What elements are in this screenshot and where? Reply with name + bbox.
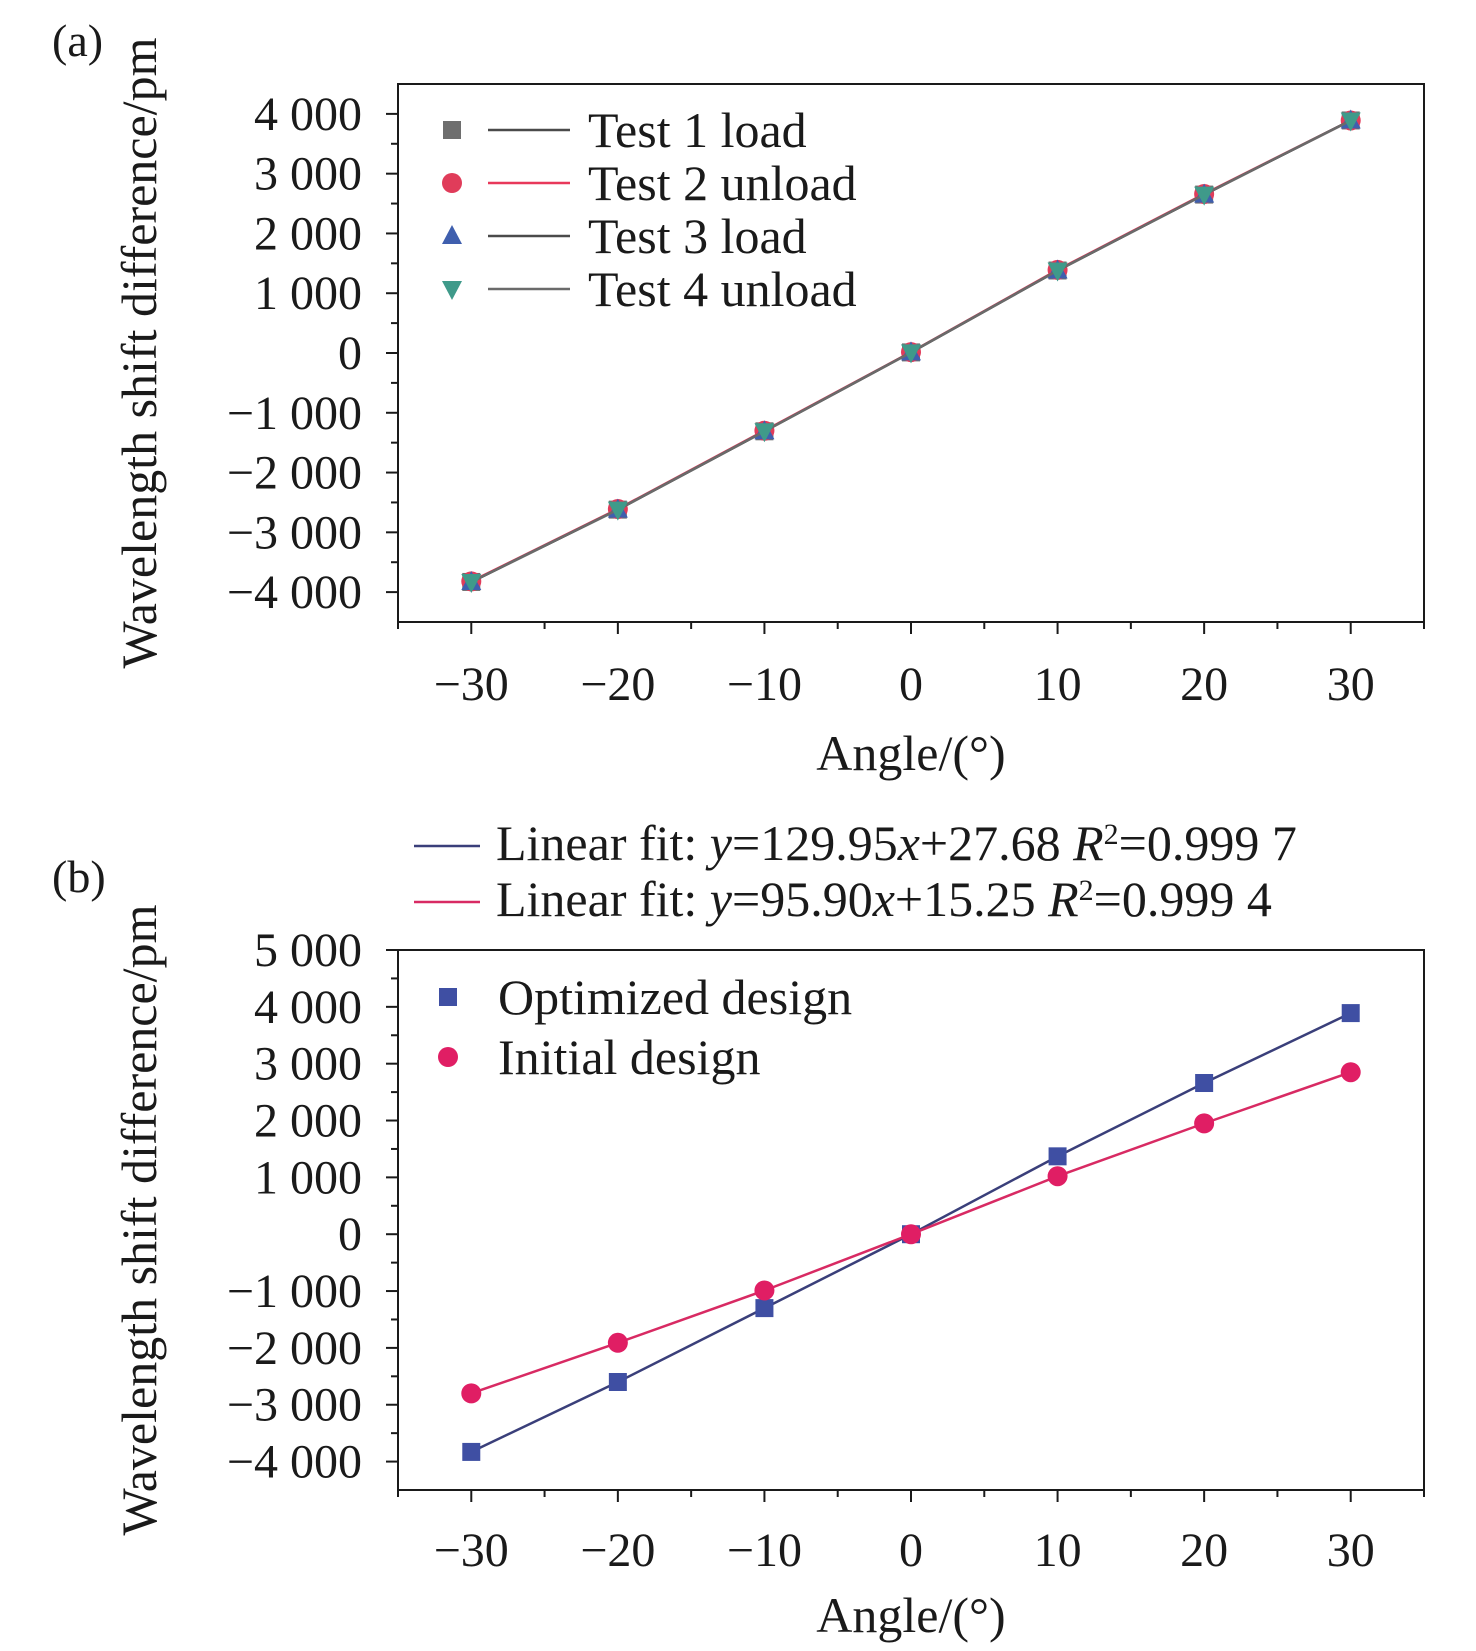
fit-text-part: Linear fit: bbox=[496, 815, 710, 871]
y-tick-label: 3 000 bbox=[254, 1038, 362, 1091]
data-point bbox=[462, 1442, 481, 1461]
panel-b: (b)−30 −20 −10 0 10 20 30−4 000−3 000−2 000−1 … bbox=[52, 815, 1425, 1643]
y-tick-label: −4 000 bbox=[227, 566, 362, 619]
x-tick-label: 0 bbox=[899, 1524, 923, 1577]
fit-text-part: y bbox=[705, 815, 733, 871]
x-tick-label: 20 bbox=[1180, 658, 1228, 711]
legend-marker bbox=[442, 225, 462, 244]
data-point bbox=[754, 1280, 775, 1301]
data-point bbox=[901, 344, 921, 364]
x-tick-label: −10 bbox=[727, 658, 802, 711]
panel-a: (a) −30 −20 −10 0 10 20 30 −4 000 −3 000 −2 000 −1 … bbox=[52, 15, 1425, 781]
x-tick-label: 10 bbox=[1034, 658, 1082, 711]
x-tick-label: 30 bbox=[1327, 658, 1375, 711]
y-tick-label: −4 000 bbox=[227, 1436, 362, 1489]
fit-text-part: =0.999 7 bbox=[1119, 815, 1297, 871]
data-point bbox=[1047, 1166, 1068, 1187]
y-tick-label: −1 000 bbox=[227, 1265, 362, 1318]
y-axis-title: Wavelength shift difference/pm bbox=[111, 904, 167, 1535]
y-tick-label: 2 000 bbox=[254, 1095, 362, 1148]
data-point bbox=[1340, 112, 1361, 132]
y-tick-label: 4 000 bbox=[254, 981, 362, 1034]
x-tick-label: −20 bbox=[580, 1524, 655, 1577]
y-tick-label: 5 000 bbox=[254, 924, 362, 977]
y-tick-label: −1 000 bbox=[227, 387, 362, 440]
data-point bbox=[754, 423, 775, 443]
x-tick-label: −10 bbox=[727, 1524, 802, 1577]
fit-text-part: =0.999 4 bbox=[1094, 871, 1272, 927]
x-tick-label: 0 bbox=[899, 658, 923, 711]
x-tick-label: 20 bbox=[1180, 1524, 1228, 1577]
data-point bbox=[608, 1373, 627, 1391]
fit-text-part: +15.25 bbox=[895, 871, 1048, 927]
legend-label: Optimized design bbox=[498, 969, 852, 1025]
y-tick-label: −3 000 bbox=[227, 506, 362, 559]
y-tick-label: 1 000 bbox=[254, 267, 362, 320]
fit-text-part: Linear fit: bbox=[496, 871, 710, 927]
data-point bbox=[461, 573, 482, 593]
legend-marker bbox=[443, 121, 461, 139]
fit-text-part: x bbox=[872, 871, 895, 927]
fit-text-part: R bbox=[1047, 871, 1079, 927]
fit-text-part: y bbox=[705, 871, 733, 927]
data-point bbox=[607, 501, 628, 521]
data-point bbox=[461, 1383, 482, 1404]
fit-text-part: R bbox=[1072, 815, 1104, 871]
data-point bbox=[1194, 1113, 1215, 1134]
superscript: 2 bbox=[1104, 818, 1119, 851]
series-2 bbox=[461, 1062, 1361, 1404]
y-tick-label: 1 000 bbox=[254, 1151, 362, 1204]
y-tick-label: 3 000 bbox=[254, 148, 362, 201]
data-point bbox=[755, 1299, 774, 1318]
data-point bbox=[607, 1332, 628, 1353]
legend-label: Test 1 load bbox=[588, 102, 807, 158]
y-tick-label: 4 000 bbox=[254, 88, 362, 141]
data-point bbox=[1195, 1074, 1214, 1093]
legend-label: Test 4 unload bbox=[588, 261, 857, 317]
legend-label: Test 2 unload bbox=[588, 155, 857, 211]
panel-label: (b) bbox=[52, 851, 106, 902]
data-point bbox=[1047, 262, 1068, 282]
y-tick-label: 2 000 bbox=[254, 207, 362, 260]
x-axis-title: Angle/(°) bbox=[816, 725, 1005, 781]
x-tick-label: −20 bbox=[580, 658, 655, 711]
data-point bbox=[1194, 186, 1215, 206]
series-4 bbox=[461, 112, 1361, 593]
legend-marker bbox=[442, 281, 462, 300]
x-axis-title: Angle/(°) bbox=[816, 1587, 1005, 1643]
legend-marker bbox=[439, 988, 457, 1006]
data-point bbox=[1048, 1147, 1067, 1166]
legend-label: Test 3 load bbox=[588, 208, 807, 264]
y-tick-label: 0 bbox=[338, 327, 362, 380]
y-tick-label: −2 000 bbox=[227, 447, 362, 500]
legend-label: Initial design bbox=[498, 1029, 760, 1085]
x-tick-label: −30 bbox=[434, 658, 509, 711]
fit-legend: Linear fit: y=129.95x+27.68 R2=0.999 7Li… bbox=[414, 815, 1297, 927]
x-tick-label: 30 bbox=[1327, 1524, 1375, 1577]
x-tick-label: −30 bbox=[434, 1524, 509, 1577]
data-point bbox=[1340, 1062, 1361, 1083]
legend-marker bbox=[442, 173, 462, 193]
y-tick-label: −2 000 bbox=[227, 1322, 362, 1375]
y-tick-label: 0 bbox=[338, 1208, 362, 1261]
panel-label: (a) bbox=[52, 15, 103, 66]
fit-text-part: +27.68 bbox=[920, 815, 1073, 871]
fit-equation: Linear fit: y=129.95x+27.68 R2=0.999 7 bbox=[496, 815, 1297, 871]
data-point bbox=[901, 1224, 921, 1245]
legend-marker bbox=[438, 1047, 458, 1067]
data-point bbox=[1341, 1004, 1360, 1023]
fit-text-part: =95.90 bbox=[732, 871, 873, 927]
fit-text-part: =129.95 bbox=[732, 815, 898, 871]
y-axis-title: Wavelength shift difference/pm bbox=[111, 37, 167, 668]
fit-text-part: x bbox=[897, 815, 920, 871]
fit-equation: Linear fit: y=95.90x+15.25 R2=0.999 4 bbox=[496, 871, 1272, 927]
superscript: 2 bbox=[1079, 874, 1094, 907]
y-tick-label: −3 000 bbox=[227, 1379, 362, 1432]
x-tick-label: 10 bbox=[1034, 1524, 1082, 1577]
